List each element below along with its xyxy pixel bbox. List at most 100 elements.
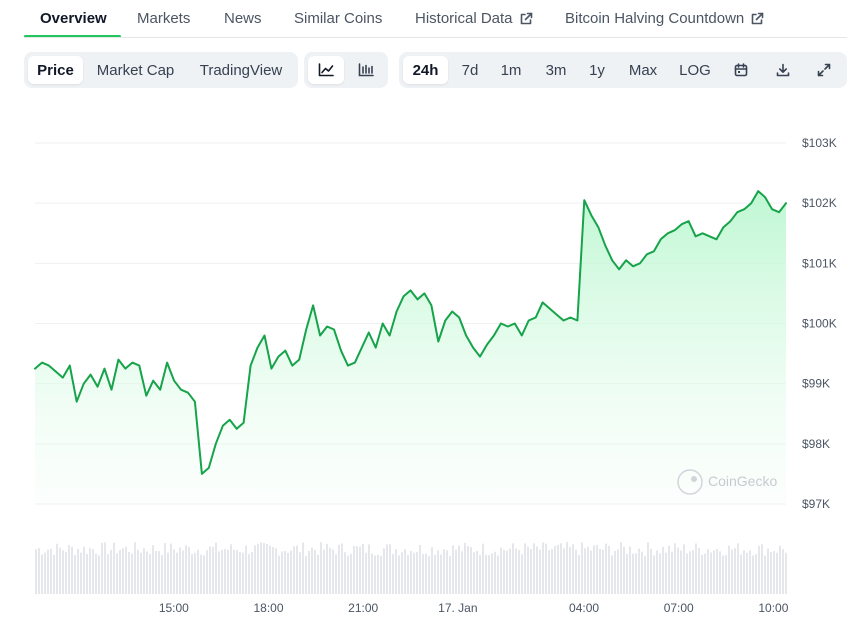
volume-bar xyxy=(221,549,223,594)
line-chart-icon xyxy=(318,63,334,77)
volume-bar xyxy=(389,544,391,594)
tab-overview-label: Overview xyxy=(40,10,107,27)
tradingview-button[interactable]: TradingView xyxy=(199,61,283,79)
volume-bar xyxy=(494,551,496,594)
volume-bar xyxy=(614,550,616,594)
y-tick-label: $101K xyxy=(802,256,837,270)
volume-bar xyxy=(761,544,763,594)
range-1m-button[interactable]: 1m xyxy=(500,61,522,79)
volume-bar xyxy=(698,548,700,594)
volume-bar xyxy=(155,551,157,594)
volume-bar xyxy=(686,553,688,594)
volume-bar xyxy=(746,552,748,594)
volume-bar xyxy=(248,554,250,594)
volume-bar xyxy=(107,554,109,594)
volume-bar xyxy=(398,555,400,594)
volume-bar xyxy=(308,550,310,594)
volume-bar xyxy=(278,555,280,594)
tab-markets[interactable]: Markets xyxy=(137,10,190,27)
volume-bar xyxy=(428,555,430,594)
volume-bar xyxy=(584,548,586,594)
volume-bar xyxy=(245,545,247,594)
volume-bar xyxy=(557,544,559,594)
y-axis-labels: $103K $102K $101K $100K $99K $98K $97K xyxy=(802,136,837,511)
volume-bar xyxy=(200,554,202,594)
active-tab-indicator xyxy=(24,35,121,38)
price-button[interactable]: Price xyxy=(28,56,83,84)
volume-bar xyxy=(467,545,469,594)
download-icon xyxy=(776,63,790,77)
volume-bar xyxy=(167,552,169,594)
range-3m-button[interactable]: 3m xyxy=(545,61,567,79)
volume-bar xyxy=(422,554,424,594)
volume-bar xyxy=(707,549,709,594)
volume-bar xyxy=(530,549,532,594)
volume-bar xyxy=(179,547,181,594)
y-tick-label: $97K xyxy=(802,497,830,511)
tab-similar-coins[interactable]: Similar Coins xyxy=(294,10,382,27)
fullscreen-button[interactable] xyxy=(810,56,838,84)
price-line[interactable] xyxy=(34,190,787,475)
range-24h-button[interactable]: 24h xyxy=(403,56,448,84)
volume-bar xyxy=(632,553,634,594)
range-7d-button[interactable]: 7d xyxy=(461,61,479,79)
range-1y-button[interactable]: 1y xyxy=(589,61,605,79)
volume-bar xyxy=(293,546,295,594)
volume-bar xyxy=(542,542,544,594)
volume-bar xyxy=(440,554,442,594)
market-cap-button[interactable]: Market Cap xyxy=(96,61,175,79)
volume-bar xyxy=(683,544,685,594)
volume-bar xyxy=(701,554,703,594)
volume-bar xyxy=(182,550,184,594)
volume-bar xyxy=(638,548,640,594)
volume-bar xyxy=(650,548,652,594)
volume-bar xyxy=(656,550,658,594)
volume-bar xyxy=(119,550,121,594)
volume-bar xyxy=(767,548,769,594)
volume-bar xyxy=(710,552,712,594)
tab-news[interactable]: News xyxy=(224,10,262,27)
download-button[interactable] xyxy=(769,56,797,84)
range-max-button[interactable]: Max xyxy=(628,61,658,79)
watermark-text: CoinGecko xyxy=(708,473,777,489)
volume-bar xyxy=(491,553,493,594)
line-chart-button[interactable] xyxy=(308,56,344,84)
calendar-button[interactable] xyxy=(727,56,755,84)
volume-bar xyxy=(347,555,349,594)
volume-bar xyxy=(623,546,625,594)
volume-bar xyxy=(341,543,343,594)
volume-bar xyxy=(113,542,115,594)
log-scale-button[interactable]: LOG xyxy=(679,61,711,79)
volume-bar xyxy=(230,544,232,594)
x-tick-label: 17. Jan xyxy=(438,601,477,615)
volume-bar xyxy=(620,542,622,594)
volume-bar xyxy=(665,552,667,594)
volume-bar xyxy=(446,550,448,594)
volume-bar xyxy=(272,547,274,594)
tab-bar: Overview Markets News Similar Coins Hist… xyxy=(0,0,847,38)
volume-bar xyxy=(704,553,706,594)
price-chart[interactable]: $103K $102K $101K $100K $99K $98K $97K CoinGec… xyxy=(0,100,847,632)
volume-bar xyxy=(146,551,148,594)
volume-bar xyxy=(344,552,346,594)
candlestick-chart-button[interactable] xyxy=(348,56,384,84)
tab-overview[interactable]: Overview xyxy=(40,10,107,27)
volume-bar xyxy=(641,551,643,594)
tab-historical-data[interactable]: Historical Data xyxy=(415,10,533,27)
volume-bar xyxy=(485,554,487,594)
volume-bar xyxy=(716,548,718,594)
volume-bar xyxy=(215,542,217,594)
tab-bitcoin-halving-countdown[interactable]: Bitcoin Halving Countdown xyxy=(565,10,764,27)
volume-bar xyxy=(191,554,193,594)
volume-bar xyxy=(419,544,421,594)
volume-bar xyxy=(368,544,370,594)
volume-bar xyxy=(785,552,787,594)
volume-bar xyxy=(71,546,73,594)
volume-bar xyxy=(659,553,661,594)
volume-bar xyxy=(731,549,733,594)
volume-bar xyxy=(128,552,130,594)
volume-bar xyxy=(737,543,739,594)
volume-bar xyxy=(605,543,607,594)
volume-bar xyxy=(44,552,46,594)
volume-bar xyxy=(176,552,178,594)
